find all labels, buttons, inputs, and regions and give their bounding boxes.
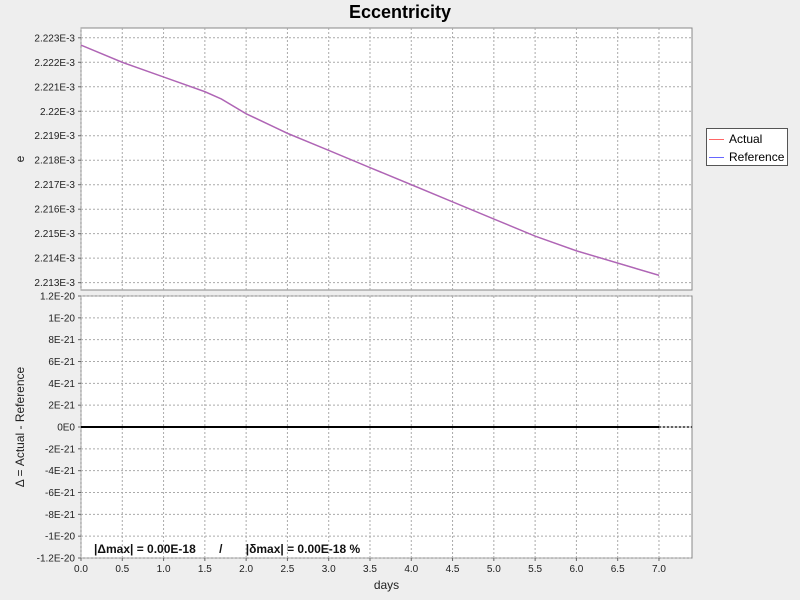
series-line-reference <box>80 44 660 276</box>
legend-item-reference: Reference <box>709 149 784 165</box>
y-tick-label: 2.216E-3 <box>34 205 75 216</box>
legend: Actual Reference <box>706 128 788 166</box>
y-tick-label: 1E-20 <box>48 313 75 324</box>
y-tick-label: 2.215E-3 <box>34 229 75 240</box>
legend-swatch-actual <box>709 138 724 140</box>
y-tick-label: -1E-20 <box>45 532 75 543</box>
x-tick-label: 5.5 <box>528 564 542 575</box>
legend-label-reference: Reference <box>729 150 785 164</box>
x-tick-label: 1.5 <box>198 564 212 575</box>
legend-item-actual: Actual <box>709 131 762 147</box>
x-tick-label: 6.5 <box>611 564 625 575</box>
y-tick-label: 2.217E-3 <box>34 180 75 191</box>
y-tick-label: -1.2E-20 <box>37 554 76 565</box>
x-tick-label: 7.0 <box>652 564 666 575</box>
y-tick-label: 8E-21 <box>48 335 75 346</box>
x-tick-label: 3.5 <box>363 564 377 575</box>
y-tick-label: 1.2E-20 <box>40 292 75 303</box>
x-tick-label: 1.0 <box>157 564 171 575</box>
y-tick-label: 2.218E-3 <box>34 156 75 167</box>
x-tick-label: 4.5 <box>446 564 460 575</box>
y-tick-label: -8E-21 <box>45 510 75 521</box>
y-tick-label: -6E-21 <box>45 488 75 499</box>
y-tick-label: 2.221E-3 <box>34 82 75 93</box>
x-tick-label: 0.0 <box>74 564 88 575</box>
y-tick-label: 2.214E-3 <box>34 254 75 265</box>
y-tick-label: 0E0 <box>57 423 75 434</box>
y-tick-label: 4E-21 <box>48 379 75 390</box>
legend-label-actual: Actual <box>729 132 763 146</box>
x-tick-label: 3.0 <box>322 564 336 575</box>
x-tick-label: 2.5 <box>280 564 294 575</box>
y-tick-label: 2.219E-3 <box>34 131 75 142</box>
x-tick-label: 5.0 <box>487 564 501 575</box>
y-axis-label: e <box>13 155 27 162</box>
y-axis-label: Δ = Actual - Reference <box>13 366 27 487</box>
y-tick-label: 2E-21 <box>48 401 75 412</box>
x-axis-label: days <box>374 578 399 592</box>
stats-text: |Δmax| = 0.00E-18 / |δmax| = 0.00E-18 % <box>94 542 361 556</box>
y-tick-label: 2.223E-3 <box>34 33 75 44</box>
chart-title: Eccentricity <box>348 2 452 22</box>
x-tick-label: 0.5 <box>115 564 129 575</box>
y-tick-label: -2E-21 <box>45 444 75 455</box>
x-tick-label: 4.0 <box>404 564 418 575</box>
y-tick-label: 6E-21 <box>48 357 75 368</box>
y-tick-label: -4E-21 <box>45 466 75 477</box>
y-tick-label: 2.22E-3 <box>40 107 75 118</box>
y-tick-label: 2.213E-3 <box>34 278 75 289</box>
x-tick-label: 6.0 <box>569 564 583 575</box>
x-tick-label: 2.0 <box>239 564 253 575</box>
plot-background <box>80 27 693 291</box>
legend-swatch-reference <box>709 156 724 158</box>
y-tick-label: 2.222E-3 <box>34 58 75 69</box>
